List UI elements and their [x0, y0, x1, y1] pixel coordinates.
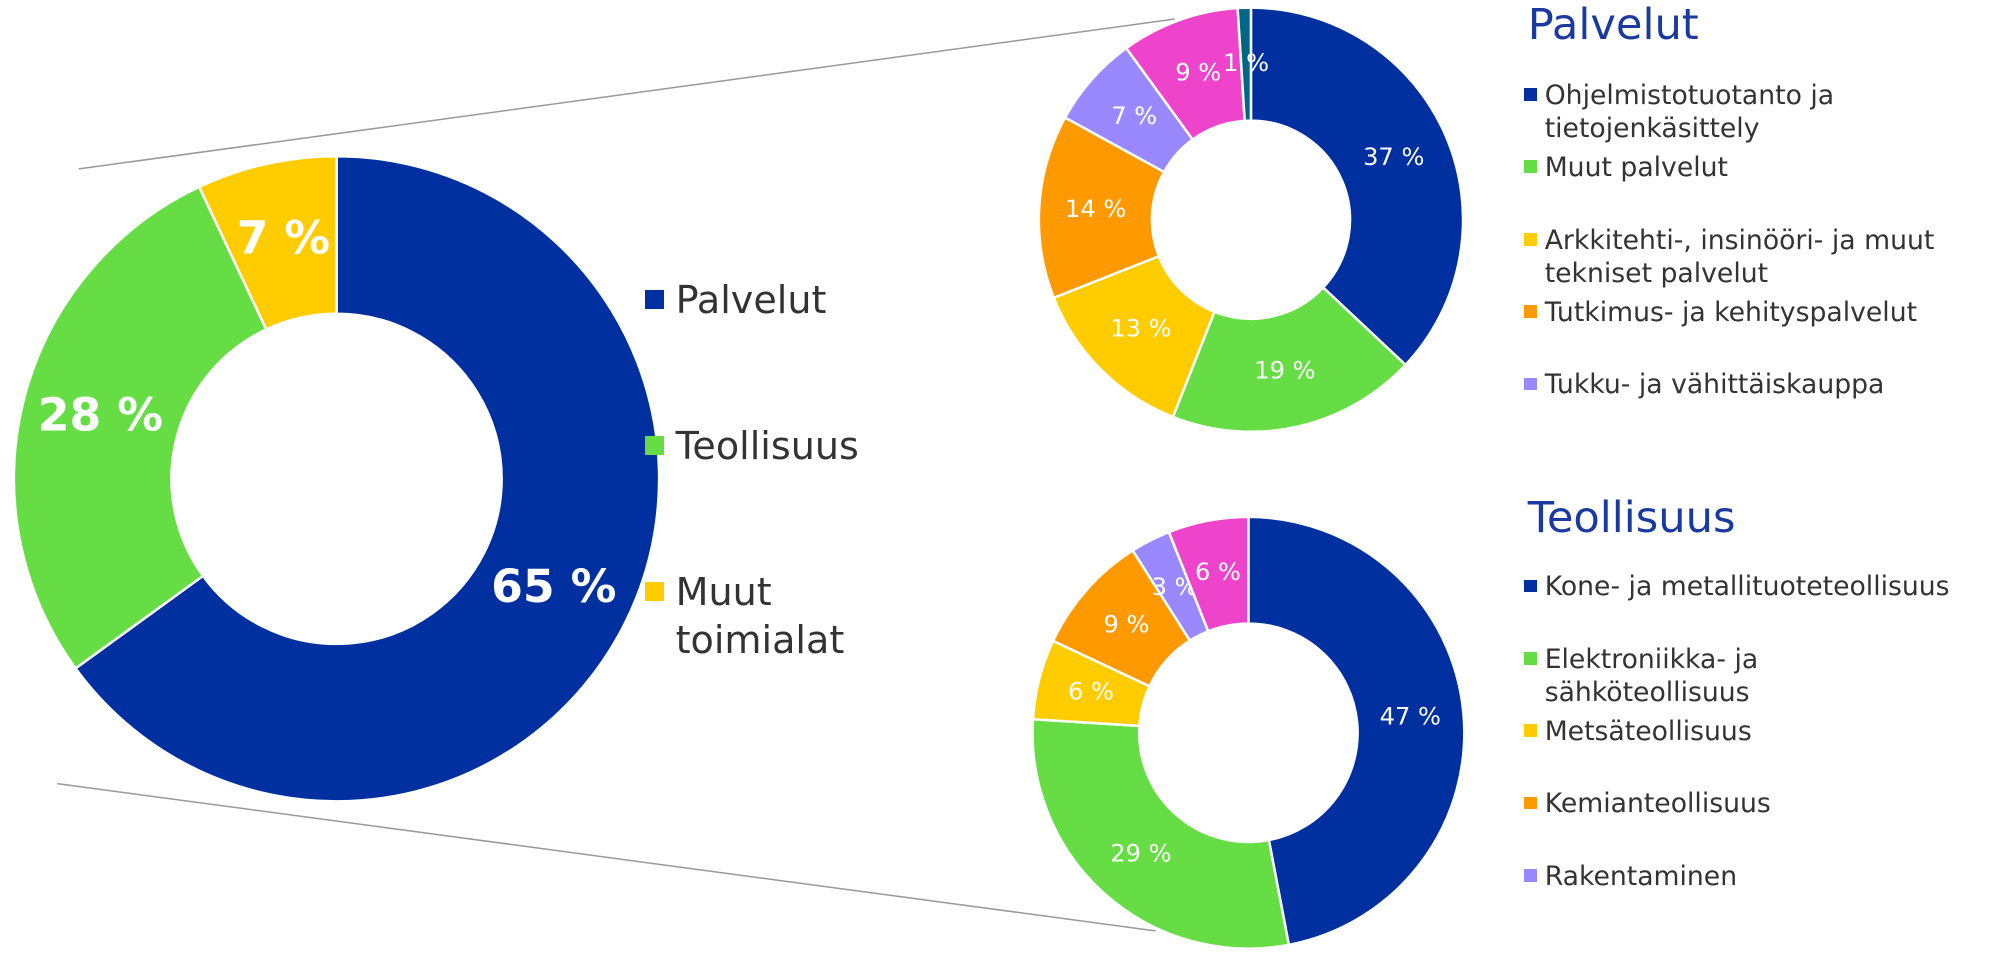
- data-label: 28 %: [38, 389, 163, 442]
- legend-item: Metsäteollisuus: [1524, 715, 1962, 748]
- legend-item: Teollisuus: [645, 423, 886, 471]
- donut-slice: [12, 185, 268, 671]
- legend-item: Palvelut: [645, 277, 886, 325]
- legend-swatch: [1524, 160, 1537, 174]
- legend-label: Tutkimus- ja kehityspalvelut: [1544, 296, 1918, 328]
- legend-label: Ohjelmistotuotanto ja tietojenkäsittely: [1544, 79, 1835, 145]
- donut-slice: [1236, 6, 1253, 123]
- legend-swatch: [645, 582, 665, 602]
- data-label: 1 %: [1223, 49, 1269, 77]
- legend-label: Arkkitehti-, insinööri- ja muut tekniset…: [1544, 224, 1935, 289]
- legend-item: Muut toimialat: [645, 569, 886, 664]
- sub-title: Palvelut: [1527, 0, 1699, 50]
- connector-line: [78, 18, 1175, 170]
- donut-slice: [1167, 515, 1250, 633]
- legend-item: Elektroniikka- ja sähköteollisuus: [1524, 643, 1962, 710]
- legend-label: Kemianteollisuus: [1544, 788, 1771, 820]
- legend-item: Tutkimus- ja kehityspalvelut: [1524, 296, 1962, 329]
- legend-swatch: [1524, 796, 1537, 810]
- connector-line: [57, 782, 1156, 932]
- legend-label: Rakentaminen: [1544, 860, 1738, 892]
- legend-item: Rakentaminen: [1524, 860, 1962, 893]
- legend-label: Elektroniikka- ja sähköteollisuus: [1544, 643, 1759, 708]
- legend-item: Tukku- ja vähittäiskauppa: [1524, 368, 1962, 401]
- data-label: 29 %: [1110, 840, 1171, 868]
- legend-item: Ohjelmistotuotanto ja tietojenkäsittely: [1524, 79, 1962, 146]
- data-label: 37 %: [1363, 143, 1424, 171]
- legend-swatch: [1524, 724, 1537, 738]
- legend-swatch: [1524, 88, 1537, 101]
- donut-slice: [73, 154, 661, 803]
- sub-title: Teollisuus: [1527, 492, 1736, 543]
- legend-label: Muut toimialat: [675, 569, 845, 662]
- legend-swatch: [1524, 651, 1537, 665]
- legend-label: Teollisuus: [675, 423, 859, 468]
- legend-item: Kemianteollisuus: [1524, 787, 1962, 820]
- donut-slice: [197, 154, 338, 332]
- legend-swatch: [1524, 232, 1537, 246]
- legend-label: Palvelut: [675, 277, 827, 322]
- legend-swatch: [1524, 377, 1537, 391]
- legend-swatch: [645, 290, 665, 310]
- legend-label: Muut palvelut: [1544, 152, 1728, 184]
- data-label: 65 %: [491, 560, 616, 613]
- data-label: 7 %: [1111, 102, 1157, 130]
- legend-item: Arkkitehti-, insinööri- ja muut tekniset…: [1524, 224, 1962, 291]
- donut-slice: [1031, 717, 1291, 950]
- legend-label: Tukku- ja vähittäiskauppa: [1544, 369, 1885, 401]
- donut-slice: [1037, 115, 1166, 300]
- donut-slice: [1171, 285, 1408, 434]
- legend-swatch: [1524, 579, 1537, 593]
- legend-item: Muut palvelut: [1524, 151, 1962, 184]
- data-label: 13 %: [1110, 315, 1171, 343]
- legend-swatch: [1524, 305, 1537, 318]
- data-label: 14 %: [1065, 195, 1126, 223]
- data-label: 19 %: [1254, 357, 1315, 385]
- donut-slice: [1052, 254, 1217, 419]
- legend-item: Kone- ja metallituoteteollisuus: [1524, 570, 1962, 603]
- data-label: 9 %: [1103, 610, 1149, 638]
- data-label: 6 %: [1195, 558, 1241, 586]
- donut-slice: [1247, 515, 1466, 947]
- data-label: 7 %: [237, 211, 331, 264]
- donut-slice: [1249, 6, 1465, 367]
- data-label: 6 %: [1068, 677, 1114, 705]
- legend-label: Metsäteollisuus: [1544, 716, 1752, 747]
- legend-label: Kone- ja metallituoteteollisuus: [1544, 571, 1950, 603]
- legend-swatch: [1524, 869, 1537, 882]
- data-label: 47 %: [1380, 702, 1441, 730]
- data-label: 9 %: [1175, 58, 1221, 86]
- legend-swatch: [645, 436, 665, 456]
